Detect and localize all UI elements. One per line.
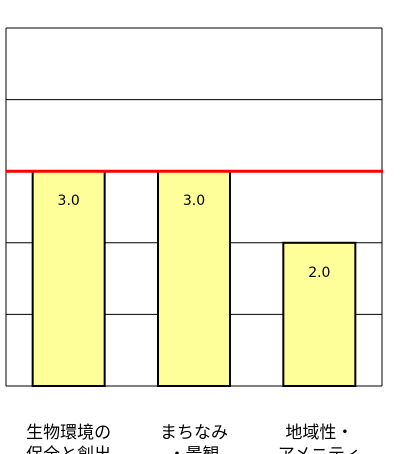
bar xyxy=(157,170,231,387)
category-label: 生物環境の保全と創出 xyxy=(26,423,111,454)
data-labels: 3.0 3.0 2.0 xyxy=(58,193,331,281)
bars xyxy=(31,170,357,387)
bar xyxy=(31,170,106,387)
bar-value-label: 3.0 xyxy=(183,193,205,209)
category-label: 地域性・アメニティ xyxy=(278,423,361,454)
bar xyxy=(282,241,357,387)
bar-value-label: 2.0 xyxy=(308,265,330,281)
category-label: まちなみ・景観 xyxy=(160,423,228,454)
bar-value-label: 3.0 xyxy=(58,193,80,209)
category-labels: 生物環境の保全と創出 まちなみ・景観 地域性・アメニティ xyxy=(26,423,361,454)
